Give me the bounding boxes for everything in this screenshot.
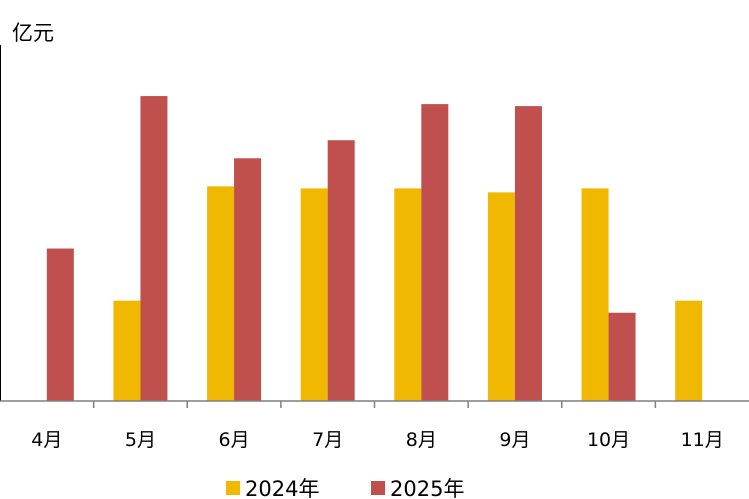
legend-swatch-1 bbox=[226, 481, 240, 495]
bar-1-8 bbox=[675, 300, 703, 401]
x-tick-label: 7月 bbox=[312, 429, 343, 451]
bar-1-3 bbox=[207, 186, 235, 401]
bars-group bbox=[46, 96, 703, 401]
legend: 2024年 2025年 bbox=[226, 477, 464, 499]
x-tick-label: 10月 bbox=[587, 429, 630, 451]
legend-swatch-2 bbox=[371, 481, 385, 495]
bar-1-6 bbox=[487, 192, 515, 401]
bar-2-2 bbox=[140, 96, 168, 401]
x-axis-tick-labels: 4月 5月 6月 7月 8月 9月 10月 11月 bbox=[31, 429, 724, 451]
x-tick-label: 4月 bbox=[31, 429, 62, 451]
x-tick-label: 11月 bbox=[681, 429, 724, 451]
legend-label-2: 2025年 bbox=[390, 477, 464, 499]
bar-2-7 bbox=[608, 312, 636, 401]
y-axis-unit-label: 亿元 bbox=[12, 21, 54, 45]
bar-1-4 bbox=[300, 188, 328, 401]
bar-1-7 bbox=[581, 188, 609, 401]
bar-2-4 bbox=[327, 140, 355, 401]
bar-2-3 bbox=[234, 158, 262, 401]
bar-2-6 bbox=[514, 106, 542, 401]
bar-1-2 bbox=[113, 300, 141, 401]
bar-1-5 bbox=[394, 188, 422, 401]
legend-label-1: 2024年 bbox=[245, 477, 319, 499]
bar-2-5 bbox=[421, 104, 449, 401]
x-tick-label: 9月 bbox=[499, 429, 530, 451]
x-tick-label: 6月 bbox=[219, 429, 250, 451]
x-tick-label: 8月 bbox=[406, 429, 437, 451]
bar-2-1 bbox=[46, 248, 74, 401]
x-tick-label: 5月 bbox=[125, 429, 156, 451]
x-axis-ticks bbox=[92, 401, 657, 408]
